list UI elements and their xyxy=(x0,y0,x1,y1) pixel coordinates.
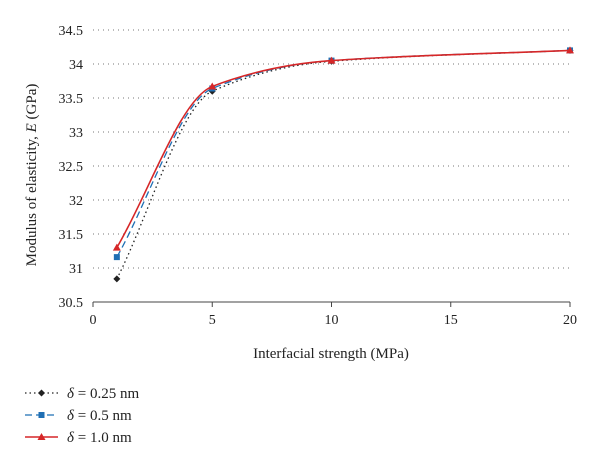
x-tick-label: 15 xyxy=(444,313,458,328)
y-tick-label: 34 xyxy=(69,58,83,73)
series-point xyxy=(112,243,121,251)
series-point xyxy=(208,82,217,90)
series-point xyxy=(38,389,45,397)
y-tick-label: 31.5 xyxy=(59,228,84,243)
x-axis-label: Interfacial strength (MPa) xyxy=(253,346,409,362)
legend-entry: δ = 0.5 nm xyxy=(67,408,132,424)
grid-lines xyxy=(93,29,570,269)
y-axis-label: Modulus of elasticity, E (GPa) xyxy=(24,84,40,267)
series-line xyxy=(116,49,571,258)
series-line xyxy=(116,49,571,249)
x-tick-label: 20 xyxy=(563,313,577,328)
y-tick-label: 34.5 xyxy=(59,24,84,39)
series-lines xyxy=(112,46,574,283)
series-line xyxy=(116,49,571,280)
y-tick-label: 30.5 xyxy=(59,296,84,311)
legend-entry: δ = 0.25 nm xyxy=(67,386,139,402)
x-tick-label: 0 xyxy=(90,313,97,328)
y-tick-label: 33 xyxy=(69,126,83,141)
series-point xyxy=(566,46,574,54)
x-tick-label: 5 xyxy=(209,313,216,328)
legend: δ = 0.25 nm δ = 0.5 nm δ = 1.0 nm xyxy=(25,386,139,446)
series-point xyxy=(113,254,120,261)
series-point xyxy=(37,433,46,440)
legend-entry: δ = 1.0 nm xyxy=(67,430,132,446)
y-tick-label: 32.5 xyxy=(59,160,84,175)
x-tick-label: 10 xyxy=(325,313,339,328)
series-point xyxy=(113,275,121,283)
y-tick-label: 33.5 xyxy=(59,92,84,107)
series-point xyxy=(327,56,336,64)
y-tick-label: 31 xyxy=(69,262,83,277)
axes xyxy=(92,301,571,307)
series-point xyxy=(38,412,45,418)
y-tick-label: 32 xyxy=(69,194,83,209)
tick-labels: 30.5 31 31.5 32 32.5 33 33.5 34 34.5 0 5 10 15 20 xyxy=(59,24,578,328)
